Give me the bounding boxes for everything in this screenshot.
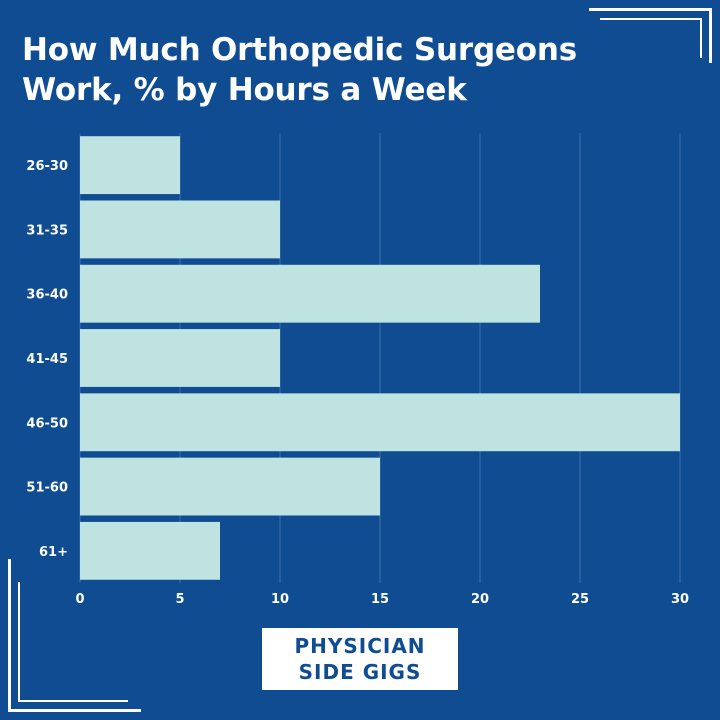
- corner-frame-bottom-left-outer: [8, 559, 141, 712]
- bar-51-60: [80, 457, 380, 516]
- category-label: 31-35: [26, 223, 68, 238]
- x-tick-label: 10: [271, 592, 289, 607]
- x-tick-label: 0: [75, 592, 84, 607]
- corner-frame-top-right-inner: [600, 18, 702, 58]
- x-tick-label: 30: [671, 592, 689, 607]
- logo-line-2: SIDE GIGS: [298, 660, 422, 684]
- category-label: 36-40: [26, 288, 68, 303]
- bars: [80, 136, 680, 580]
- x-tick-label: 25: [571, 592, 589, 607]
- bar-41-45: [80, 329, 280, 387]
- category-labels: 26-30 31-35 36-40 41-45 46-50 51-60 61+: [26, 159, 68, 560]
- logo-line-1: PHYSICIAN: [294, 634, 426, 658]
- corner-frame-bottom-left-inner: [18, 582, 128, 702]
- x-tick-labels: 0 5 10 15 20 25 30: [75, 592, 689, 607]
- corner-frame-top-right-outer: [589, 8, 712, 63]
- bar-31-35: [80, 200, 280, 259]
- x-tick-label: 15: [371, 592, 389, 607]
- chart-title: How Much Orthopedic Surgeons Work, % by …: [22, 32, 577, 108]
- bar-46-50: [80, 393, 680, 452]
- x-tick-label: 5: [175, 592, 184, 607]
- physician-side-gigs-logo: PHYSICIAN SIDE GIGS: [262, 628, 458, 690]
- category-label: 46-50: [26, 416, 68, 431]
- bar-36-40: [80, 264, 540, 323]
- x-tick-label: 20: [471, 592, 489, 607]
- category-label: 26-30: [26, 159, 68, 174]
- category-label: 41-45: [26, 352, 68, 367]
- category-label: 51-60: [26, 481, 68, 496]
- category-label: 61+: [39, 545, 68, 560]
- bar-26-30: [80, 136, 180, 195]
- bar-61+: [80, 521, 220, 580]
